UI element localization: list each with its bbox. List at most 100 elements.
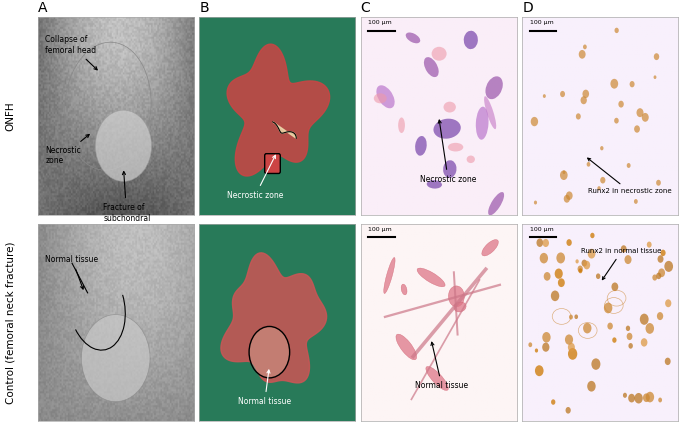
- Text: 100 μm: 100 μm: [369, 227, 393, 231]
- Circle shape: [612, 338, 616, 343]
- Text: Fracture of
subchondral
bone: Fracture of subchondral bone: [103, 172, 151, 233]
- Circle shape: [597, 186, 601, 190]
- Ellipse shape: [374, 93, 387, 103]
- Circle shape: [623, 393, 627, 398]
- Circle shape: [560, 91, 565, 97]
- Text: ONFH: ONFH: [5, 101, 15, 131]
- Circle shape: [543, 332, 551, 343]
- Circle shape: [82, 315, 150, 402]
- Circle shape: [586, 162, 590, 167]
- Circle shape: [577, 265, 583, 272]
- Ellipse shape: [486, 76, 503, 99]
- Circle shape: [628, 343, 633, 349]
- FancyBboxPatch shape: [264, 154, 280, 173]
- Ellipse shape: [434, 119, 461, 139]
- Ellipse shape: [464, 31, 478, 49]
- Ellipse shape: [398, 117, 405, 133]
- Ellipse shape: [432, 47, 447, 61]
- Ellipse shape: [417, 268, 445, 287]
- Ellipse shape: [476, 107, 488, 140]
- Circle shape: [558, 278, 565, 287]
- Ellipse shape: [427, 180, 442, 189]
- Text: 100 μm: 100 μm: [530, 227, 553, 231]
- Circle shape: [535, 365, 544, 376]
- Circle shape: [575, 259, 579, 264]
- Circle shape: [591, 358, 601, 370]
- Circle shape: [562, 170, 565, 174]
- Circle shape: [612, 283, 619, 291]
- Circle shape: [628, 394, 635, 402]
- Circle shape: [604, 303, 612, 313]
- Circle shape: [656, 180, 661, 186]
- Circle shape: [543, 239, 549, 247]
- Text: Runx2 in normal tissue: Runx2 in normal tissue: [582, 248, 662, 280]
- Circle shape: [578, 268, 582, 273]
- Circle shape: [582, 260, 587, 267]
- Circle shape: [566, 191, 573, 200]
- Circle shape: [568, 343, 575, 352]
- Text: Control (femoral neck fracture): Control (femoral neck fracture): [5, 241, 15, 404]
- Circle shape: [619, 101, 624, 108]
- Circle shape: [664, 261, 673, 272]
- Ellipse shape: [424, 57, 438, 77]
- Circle shape: [566, 407, 571, 414]
- Circle shape: [658, 398, 662, 402]
- Circle shape: [652, 274, 657, 281]
- Ellipse shape: [466, 156, 475, 163]
- Ellipse shape: [443, 101, 456, 113]
- Ellipse shape: [443, 160, 456, 178]
- Circle shape: [566, 239, 572, 246]
- Circle shape: [656, 273, 661, 279]
- Polygon shape: [227, 44, 329, 176]
- Circle shape: [596, 273, 600, 279]
- Text: 100 μm: 100 μm: [369, 20, 393, 25]
- Ellipse shape: [449, 286, 464, 307]
- Circle shape: [608, 322, 613, 329]
- Ellipse shape: [415, 136, 427, 156]
- Circle shape: [626, 326, 630, 331]
- Circle shape: [534, 200, 537, 205]
- Circle shape: [658, 268, 665, 277]
- Circle shape: [643, 393, 650, 402]
- Circle shape: [556, 252, 565, 264]
- Circle shape: [95, 110, 151, 181]
- Ellipse shape: [454, 302, 466, 312]
- Circle shape: [640, 338, 647, 347]
- Circle shape: [583, 323, 591, 333]
- Circle shape: [535, 348, 538, 353]
- Circle shape: [551, 399, 556, 405]
- Circle shape: [528, 342, 532, 347]
- Text: Necrostic zone: Necrostic zone: [227, 155, 284, 200]
- Text: Normal tissue: Normal tissue: [415, 342, 469, 390]
- Circle shape: [565, 335, 573, 345]
- Text: C: C: [360, 1, 371, 15]
- Circle shape: [636, 108, 643, 117]
- Circle shape: [544, 272, 551, 281]
- Circle shape: [647, 242, 651, 248]
- Circle shape: [625, 255, 632, 264]
- Circle shape: [579, 50, 586, 58]
- Text: Normal tissue: Normal tissue: [238, 370, 291, 406]
- Circle shape: [642, 113, 649, 122]
- Text: B: B: [199, 1, 209, 15]
- Circle shape: [634, 125, 640, 133]
- Circle shape: [576, 114, 581, 120]
- Circle shape: [610, 79, 618, 89]
- Circle shape: [568, 348, 577, 360]
- Circle shape: [590, 233, 595, 238]
- Circle shape: [640, 313, 649, 325]
- Text: Normal tissue: Normal tissue: [45, 255, 99, 289]
- Ellipse shape: [396, 334, 416, 360]
- Circle shape: [657, 312, 663, 320]
- Circle shape: [614, 118, 619, 123]
- Circle shape: [569, 315, 573, 319]
- Text: D: D: [522, 1, 533, 15]
- Circle shape: [664, 358, 671, 365]
- Circle shape: [634, 393, 643, 403]
- Ellipse shape: [406, 33, 420, 43]
- Circle shape: [249, 326, 290, 378]
- Circle shape: [555, 268, 563, 279]
- Circle shape: [583, 45, 587, 49]
- Circle shape: [600, 177, 606, 184]
- Ellipse shape: [384, 258, 395, 294]
